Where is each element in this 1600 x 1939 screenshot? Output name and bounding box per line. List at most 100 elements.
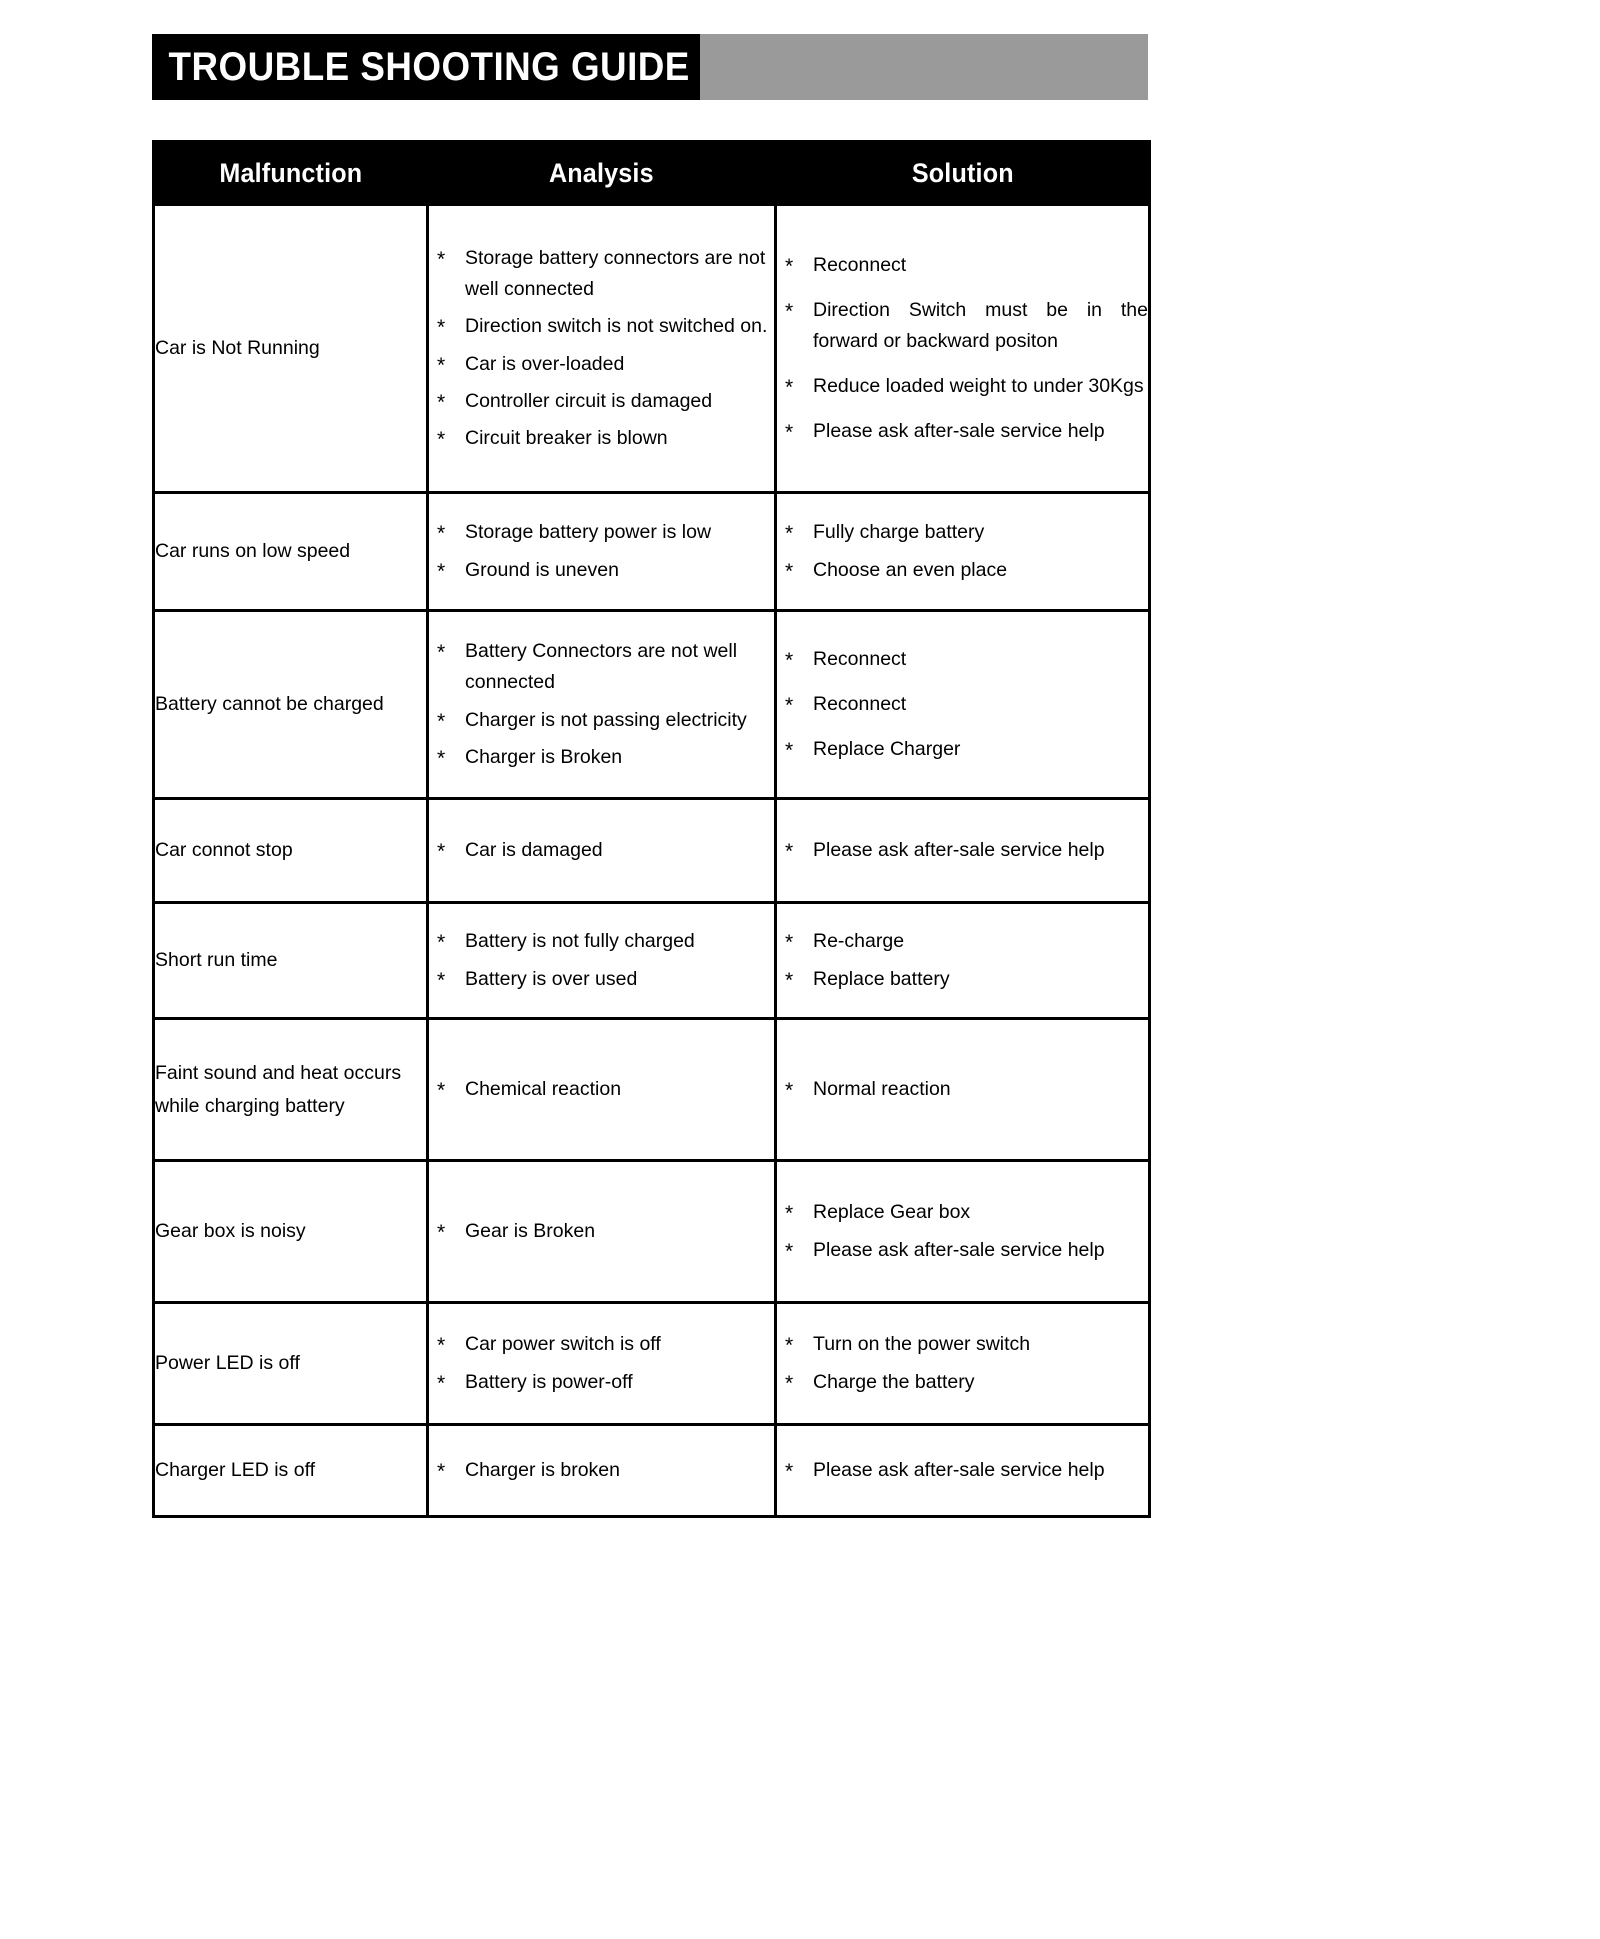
list-item: * Direction switch is not switched on. [429, 311, 774, 342]
cell-solution: * Re-charge * Replace battery [774, 901, 1151, 1020]
asterisk-bullet-icon: * [785, 1202, 794, 1226]
list-item-text: Replace Charger [813, 738, 961, 761]
table-row: Faint sound and heat occurs while chargi… [152, 1017, 1151, 1162]
list-item: * Please ask after-sale service help [777, 1455, 1148, 1486]
list-item-text: Please ask after-sale service help [813, 838, 1105, 861]
list-item: * Re-charge [777, 926, 1148, 957]
list-item: * Reduce loaded weight to under 30Kgs [777, 371, 1148, 402]
list-item: * Direction Switch must be in the forward… [777, 295, 1148, 357]
list-item-text: Battery Connectors are not well connecte… [465, 640, 738, 694]
cell-analysis: * Storage battery power is low * Ground is… [426, 491, 777, 612]
cell-analysis: * Gear is Broken [426, 1159, 777, 1304]
asterisk-bullet-icon: * [437, 522, 446, 546]
asterisk-bullet-icon: * [785, 931, 794, 955]
cell-solution: * Reconnect * Direction Switch must be in … [774, 203, 1151, 494]
cell-analysis: * Car power switch is off * Battery is pow… [426, 1301, 777, 1426]
list-item: * Circuit breaker is blown [429, 423, 774, 454]
asterisk-bullet-icon: * [785, 559, 794, 583]
list-item-text: Gear is Broken [465, 1219, 596, 1242]
solution-bullet-list: * Reconnect * Reconnect * Replace Charger [777, 644, 1148, 766]
troubleshooting-table: Malfunction Analysis Solution Car is Not… [152, 140, 1151, 1518]
analysis-bullet-list: * Battery Connectors are not well connect… [429, 636, 774, 773]
cell-solution: * Normal reaction [774, 1017, 1151, 1162]
asterisk-bullet-icon: * [437, 1459, 446, 1483]
list-item: * Please ask after-sale service help [777, 1235, 1148, 1266]
list-item: * Please ask after-sale service help [777, 416, 1148, 447]
asterisk-bullet-icon: * [437, 746, 446, 770]
list-item: * Charger is broken [429, 1455, 774, 1486]
list-item: * Turn on the power switch [777, 1329, 1148, 1360]
asterisk-bullet-icon: * [437, 641, 446, 665]
asterisk-bullet-icon: * [437, 316, 446, 340]
list-item-text: Battery is power-off [465, 1370, 633, 1393]
column-header-analysis: Analysis [426, 140, 777, 206]
asterisk-bullet-icon: * [437, 1371, 446, 1395]
table-row: Charger LED is off * Charger is broken * P… [152, 1423, 1151, 1518]
table-row: Battery cannot be charged * Battery Conne… [152, 609, 1151, 800]
list-item: * Car power switch is off [429, 1329, 774, 1360]
list-item-text: Charger is not passing electricity [465, 708, 747, 731]
cell-analysis: * Car is damaged [426, 797, 777, 904]
cell-solution: * Replace Gear box * Please ask after-sale… [774, 1159, 1151, 1304]
solution-bullet-list: * Reconnect * Direction Switch must be in … [777, 250, 1148, 448]
cell-analysis: * Charger is broken [426, 1423, 777, 1518]
list-item-text: Chemical reaction [465, 1077, 622, 1100]
list-item-text: Choose an even place [813, 558, 1008, 581]
cell-analysis: * Battery Connectors are not well connect… [426, 609, 777, 800]
asterisk-bullet-icon: * [437, 1220, 446, 1244]
asterisk-bullet-icon: * [437, 427, 446, 451]
cell-analysis: * Battery is not fully charged * Battery i… [426, 901, 777, 1020]
list-item-text: Charge the battery [813, 1370, 975, 1393]
list-item-text: Replace Gear box [813, 1201, 971, 1224]
list-item-text: Replace battery [813, 967, 950, 990]
cell-malfunction: Faint sound and heat occurs while chargi… [152, 1017, 429, 1162]
cell-malfunction: Short run time [152, 901, 429, 1020]
asterisk-bullet-icon: * [785, 1459, 794, 1483]
list-item-text: Reconnect [813, 692, 907, 715]
list-item: * Fully charge battery [777, 517, 1148, 548]
analysis-bullet-list: * Car is damaged [429, 835, 774, 866]
cell-solution: * Reconnect * Reconnect * Replace Charger [774, 609, 1151, 800]
cell-malfunction: Car is Not Running [152, 203, 429, 494]
asterisk-bullet-icon: * [785, 299, 794, 323]
list-item-text: Car is over-loaded [465, 352, 625, 375]
list-item: * Battery is power-off [429, 1367, 774, 1398]
analysis-bullet-list: * Gear is Broken [429, 1216, 774, 1247]
troubleshooting-table-container: Malfunction Analysis Solution Car is Not… [152, 140, 1151, 1518]
asterisk-bullet-icon: * [785, 1371, 794, 1395]
list-item: * Charger is Broken [429, 742, 774, 773]
list-item: * Storage battery power is low [429, 517, 774, 548]
list-item: * Gear is Broken [429, 1216, 774, 1247]
table-header: Malfunction Analysis Solution [152, 140, 1151, 206]
table-row: Power LED is off * Car power switch is of… [152, 1301, 1151, 1426]
title-banner-black-section: TROUBLE SHOOTING GUIDE [152, 34, 700, 100]
asterisk-bullet-icon: * [785, 1239, 794, 1263]
cell-solution: * Please ask after-sale service help [774, 1423, 1151, 1518]
cell-solution: * Please ask after-sale service help [774, 797, 1151, 904]
solution-bullet-list: * Re-charge * Replace battery [777, 926, 1148, 994]
list-item: * Battery is over used [429, 964, 774, 995]
table-row: Gear box is noisy * Gear is Broken * Repla… [152, 1159, 1151, 1304]
column-header-solution: Solution [774, 140, 1151, 206]
cell-malfunction: Charger LED is off [152, 1423, 429, 1518]
list-item-text: Battery is over used [465, 967, 638, 990]
list-item-text: Car is damaged [465, 838, 603, 861]
page-title: TROUBLE SHOOTING GUIDE [168, 44, 690, 89]
list-item-text: Direction Switch must be in the forward … [813, 298, 1148, 352]
title-banner: TROUBLE SHOOTING GUIDE [152, 34, 1148, 100]
list-item-text: Re-charge [813, 930, 905, 953]
asterisk-bullet-icon: * [785, 739, 794, 763]
cell-solution: * Turn on the power switch * Charge the ba… [774, 1301, 1151, 1426]
list-item: * Car is damaged [429, 835, 774, 866]
asterisk-bullet-icon: * [785, 1334, 794, 1358]
analysis-bullet-list: * Car power switch is off * Battery is pow… [429, 1329, 774, 1397]
asterisk-bullet-icon: * [785, 648, 794, 672]
title-banner-gray-section [700, 34, 1148, 100]
asterisk-bullet-icon: * [437, 1078, 446, 1102]
cell-malfunction: Car connot stop [152, 797, 429, 904]
list-item-text: Charger is Broken [465, 745, 623, 768]
asterisk-bullet-icon: * [785, 839, 794, 863]
table-row: Car is Not Running * Storage battery conn… [152, 203, 1151, 494]
list-item-text: Battery is not fully charged [465, 930, 695, 953]
list-item-text: Please ask after-sale service help [813, 1458, 1105, 1481]
